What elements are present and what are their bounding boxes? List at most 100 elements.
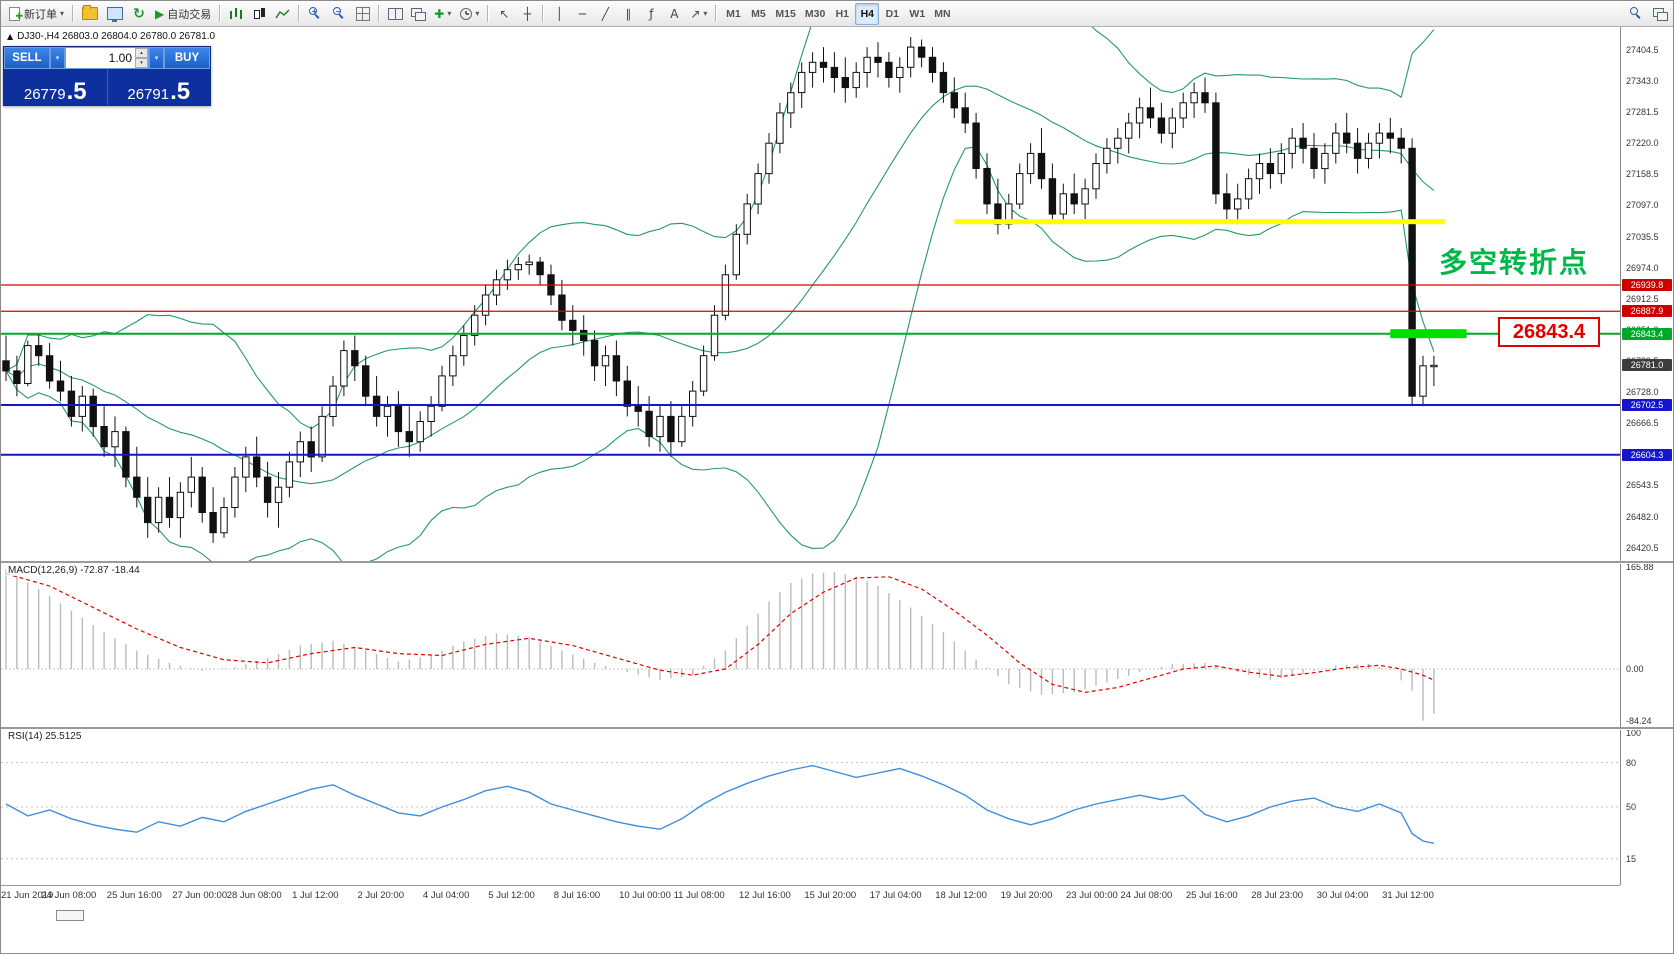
vertical-line-button[interactable]: │: [548, 3, 570, 25]
horizontal-line-button[interactable]: ─: [571, 3, 593, 25]
candlestick-icon: [253, 7, 266, 21]
trendline-icon: ╱: [601, 6, 609, 21]
refresh-icon: ↻: [133, 5, 145, 22]
chevron-down-icon: ▾: [475, 9, 480, 18]
crosshair-button[interactable]: ┼: [516, 3, 538, 25]
data-folder-button[interactable]: [78, 3, 102, 25]
sell-price[interactable]: 26779.5: [4, 69, 108, 105]
sell-price-frac: .5: [66, 78, 87, 105]
date-label: 15 Jul 20:00: [804, 890, 857, 901]
channel-button[interactable]: ∥: [617, 3, 639, 25]
auto-trading-label: 自动交易: [167, 8, 212, 21]
price-tick-label: 26543.5: [1626, 480, 1659, 491]
trendline-button[interactable]: ╱: [594, 3, 616, 25]
yellow-resistance-line[interactable]: [954, 219, 1445, 225]
date-label: 27 Jun 00:00: [172, 890, 228, 901]
date-label: 19 Jul 20:00: [1000, 890, 1053, 901]
fibonacci-button[interactable]: ƒ: [640, 3, 662, 25]
timeframe-m30-button[interactable]: M30: [804, 7, 826, 20]
symbol-direction-icon: ▲: [7, 32, 14, 41]
zoom-out-button[interactable]: −: [328, 3, 351, 25]
timeframe-h4-button[interactable]: H4: [855, 2, 880, 25]
timeframe-mn-button[interactable]: MN: [934, 7, 951, 20]
date-axis[interactable]: 21 Jun 2019 24 Jun 08:00 25 Jun 16:00 27 Ju…: [1, 885, 1620, 906]
zoom-out-icon: −: [332, 6, 347, 21]
pane-resize-handle[interactable]: [1, 727, 1673, 730]
toolbar-separator: [72, 5, 75, 22]
chart-title: ▲ DJ30-,H4 26803.0 26804.0 26780.0 26781…: [7, 31, 215, 42]
line-chart-icon: [275, 9, 290, 18]
timeframe-m15-button[interactable]: M15: [775, 7, 796, 20]
price-tick-label: 165.88: [1626, 561, 1654, 572]
toolbar-separator: [487, 5, 490, 22]
green-breakout-highlight[interactable]: [1390, 329, 1467, 339]
cursor-button[interactable]: ↖: [493, 3, 515, 25]
sell-options-caret[interactable]: ▾: [50, 47, 65, 69]
new-order-button[interactable]: ✚ 新订单 ▾: [5, 3, 68, 25]
toolbar: ✚ 新订单 ▾ ↻ ▶ 自动交易 + − ✚ ▾ ▾ ↖ ┼ │ ─ ╱ ∥ ƒ: [1, 1, 1673, 27]
text-tool-button[interactable]: A: [663, 3, 685, 25]
timeframe-w1-button[interactable]: W1: [909, 7, 926, 20]
refresh-button[interactable]: ↻: [128, 3, 150, 25]
pane-resize-handle[interactable]: [1, 561, 1673, 564]
buy-price[interactable]: 26791.5: [108, 69, 211, 105]
search-button[interactable]: [1625, 3, 1648, 25]
price-callout-box[interactable]: 26843.4: [1498, 317, 1600, 347]
auto-trading-button[interactable]: ▶ 自动交易: [151, 3, 215, 25]
buy-button[interactable]: BUY: [164, 47, 210, 69]
timeframe-m1-button[interactable]: M1: [726, 7, 741, 20]
price-chart-canvas[interactable]: [1, 27, 1620, 561]
zoom-in-button[interactable]: +: [304, 3, 327, 25]
date-label: 31 Jul 12:00: [1382, 890, 1434, 901]
arrow-tools-button[interactable]: ↗ ▾: [686, 3, 711, 25]
line-chart-button[interactable]: [271, 3, 294, 25]
arrow-tool-icon: ↗: [690, 6, 701, 21]
toolbar-separator: [378, 5, 381, 22]
date-label: 24 Jul 08:00: [1120, 890, 1173, 901]
periods-button[interactable]: ▾: [456, 3, 483, 25]
zoom-in-icon: +: [308, 6, 323, 21]
price-tick-label: 50: [1626, 802, 1637, 812]
macd-pane-canvas[interactable]: [1, 563, 1620, 727]
volume-input[interactable]: [66, 48, 135, 68]
timeframe-m5-button[interactable]: M5: [751, 7, 766, 20]
toolbar-separator: [298, 5, 301, 22]
tile-windows-button[interactable]: [384, 3, 406, 25]
price-tick-label: 27158.5: [1626, 169, 1659, 180]
rsi-pane-canvas[interactable]: [1, 729, 1620, 885]
volume-decrease-button[interactable]: ▾: [135, 58, 148, 68]
terminal-button[interactable]: [103, 3, 127, 25]
volume-increase-button[interactable]: ▴: [135, 48, 148, 58]
new-order-label: 新订单: [24, 8, 57, 21]
scrollbar-thumb[interactable]: [56, 910, 84, 921]
date-label: 28 Jun 08:00: [226, 890, 282, 901]
price-tick-label: 26666.5: [1626, 418, 1659, 429]
buy-price-frac: .5: [170, 78, 191, 105]
candlestick-chart-button[interactable]: [248, 3, 270, 25]
price-tick-label: 27220.0: [1626, 138, 1659, 149]
price-tick-label: 80: [1626, 757, 1637, 768]
volume-steppers: ▴ ▾: [135, 48, 148, 68]
grid-button[interactable]: [352, 3, 374, 25]
timeframe-h1-button[interactable]: H1: [835, 7, 850, 20]
fibonacci-icon: ƒ: [649, 6, 654, 21]
price-axis[interactable]: 27404.5 27343.0 27281.5 27220.0 27158.5 27097…: [1620, 27, 1673, 885]
sell-button[interactable]: SELL: [4, 47, 50, 69]
cascade-windows-button[interactable]: [407, 3, 429, 25]
candles-series: [2, 37, 1438, 543]
toolbar-separator: [715, 5, 718, 22]
timeframe-d1-button[interactable]: D1: [885, 7, 900, 20]
turning-point-annotation[interactable]: 多空转折点: [1439, 247, 1590, 278]
date-label: 10 Jul 00:00: [619, 890, 671, 901]
toolbar-separator: [542, 5, 545, 22]
indicators-button[interactable]: ✚ ▾: [430, 3, 455, 25]
new-window-button[interactable]: [1649, 3, 1671, 25]
bar-chart-button[interactable]: [225, 3, 247, 25]
buy-options-caret[interactable]: ▾: [149, 47, 164, 69]
date-label: 12 Jul 16:00: [739, 890, 791, 901]
price-tick-label: 26420.5: [1626, 542, 1659, 553]
date-label: 2 Jul 20:00: [357, 890, 404, 901]
date-label: 28 Jul 23:00: [1251, 890, 1304, 901]
price-tick-label: 26974.0: [1626, 262, 1659, 273]
